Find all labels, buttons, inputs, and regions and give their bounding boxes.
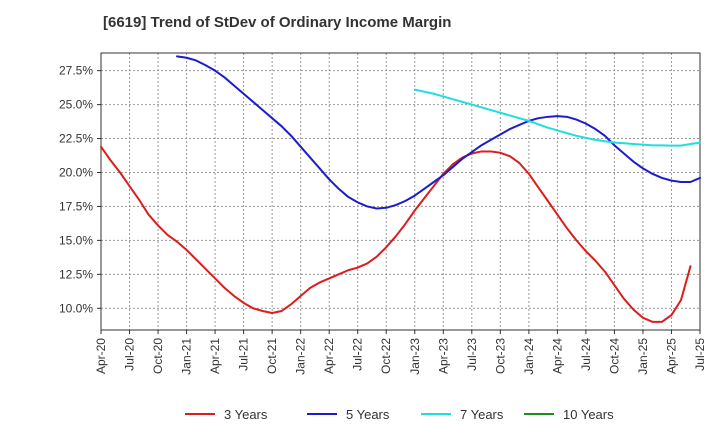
- x-tick-label: Jul-20: [123, 338, 137, 371]
- x-tick-label: Oct-23: [493, 338, 507, 374]
- grid-lines: [101, 53, 700, 330]
- series-line-7-years: [413, 88, 701, 147]
- x-tick-label: Apr-22: [322, 338, 336, 374]
- y-tick-label: 22.5%: [59, 132, 93, 146]
- x-tick-label: Apr-25: [664, 338, 678, 374]
- x-tick-label: Jul-23: [465, 338, 479, 371]
- x-tick-label: Jul-21: [237, 338, 251, 371]
- series-line-3-years: [100, 145, 692, 323]
- y-tick-label: 20.0%: [59, 165, 93, 179]
- x-tick-label: Jan-23: [408, 338, 422, 375]
- x-tick-label: Jan-21: [180, 338, 194, 375]
- x-tick-label: Jul-24: [579, 338, 593, 371]
- x-tick-label: Jan-25: [636, 338, 650, 375]
- x-tick-label: Apr-24: [550, 338, 564, 374]
- x-tick-label: Jul-25: [693, 338, 707, 371]
- legend-label: 3 Years: [224, 407, 268, 422]
- x-axis-ticks: Apr-20 Jul-20 Oct-20 Jan-21 Apr-21 Jul-21 Oct-…: [94, 330, 707, 375]
- chart-title: [6619] Trend of StDev of Ordinary Income…: [103, 14, 452, 31]
- x-tick-label: Jul-22: [351, 338, 365, 371]
- plot-area-frame: [100, 52, 701, 331]
- series-lines: [100, 55, 701, 323]
- legend: 3 Years 5 Years 7 Years 10 Years: [185, 407, 614, 422]
- y-tick-label: 10.0%: [59, 301, 93, 315]
- x-tick-label: Jan-22: [294, 338, 308, 375]
- legend-label: 10 Years: [563, 407, 614, 422]
- y-tick-label: 12.5%: [59, 267, 93, 281]
- y-tick-label: 15.0%: [59, 233, 93, 247]
- series-line-5-years: [176, 55, 701, 210]
- x-tick-label: Jan-24: [522, 338, 536, 375]
- x-tick-label: Apr-20: [94, 338, 108, 374]
- legend-label: 7 Years: [460, 407, 504, 422]
- x-tick-label: Apr-21: [208, 338, 222, 374]
- y-tick-label: 27.5%: [59, 64, 93, 78]
- x-tick-label: Oct-21: [265, 338, 279, 374]
- x-tick-label: Apr-23: [436, 338, 450, 374]
- y-tick-label: 17.5%: [59, 199, 93, 213]
- x-tick-label: Oct-20: [151, 338, 165, 374]
- x-tick-label: Oct-24: [607, 338, 621, 374]
- y-tick-label: 25.0%: [59, 98, 93, 112]
- y-axis-ticks: 10.0% 12.5% 15.0% 17.5% 20.0% 22.5% 25.0% 27.5%: [59, 64, 101, 315]
- legend-label: 5 Years: [346, 407, 390, 422]
- x-tick-label: Oct-22: [379, 338, 393, 374]
